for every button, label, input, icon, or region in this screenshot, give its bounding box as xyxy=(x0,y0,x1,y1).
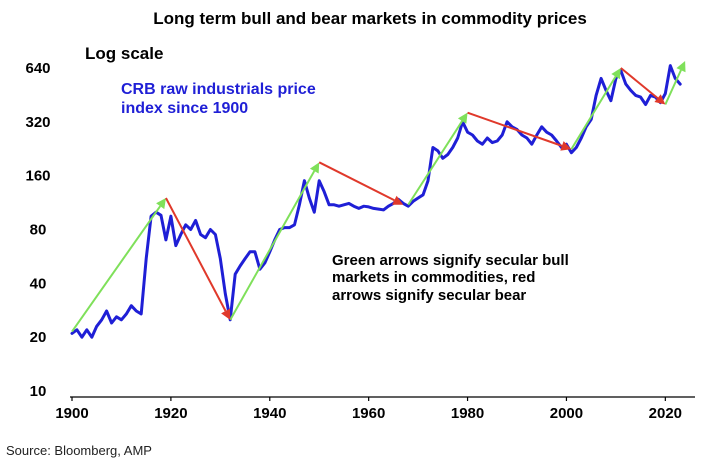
bear-arrow xyxy=(318,161,404,205)
y-tick-label: 10 xyxy=(30,383,47,400)
chart-title: Long term bull and bear markets in commo… xyxy=(153,9,587,28)
annotation-line-3: arrows signify secular bear xyxy=(332,287,526,304)
y-axis: 10 20 40 80 160 320 640 xyxy=(25,60,50,400)
series-label-line-1: CRB raw industrials price xyxy=(121,81,316,98)
bull-arrow xyxy=(664,61,686,105)
x-tick-label: 1960 xyxy=(352,405,385,422)
source-note: Source: Bloomberg, AMP xyxy=(6,443,152,458)
log-scale-label: Log scale xyxy=(85,44,163,63)
y-tick-label: 640 xyxy=(25,60,50,77)
y-tick-label: 160 xyxy=(25,168,50,185)
y-tick-label: 80 xyxy=(30,222,47,239)
y-tick-label: 20 xyxy=(30,329,47,346)
x-tick-label: 2020 xyxy=(649,405,682,422)
bull-arrow xyxy=(71,198,166,333)
y-tick-label: 40 xyxy=(30,275,47,292)
x-tick-label: 1980 xyxy=(451,405,484,422)
bear-arrow xyxy=(467,111,572,151)
x-axis: 1900 1920 1940 1960 1980 2000 2020 xyxy=(55,397,682,422)
series-label-line-2: index since 1900 xyxy=(121,100,248,117)
arrow-layer xyxy=(71,61,686,333)
bear-arrow xyxy=(165,197,231,320)
bull-arrow xyxy=(229,162,320,321)
annotation-line-2: markets in commodities, red xyxy=(332,269,535,286)
series-line xyxy=(70,64,682,339)
y-tick-label: 320 xyxy=(25,114,50,131)
x-tick-label: 2000 xyxy=(550,405,583,422)
annotation-line-1: Green arrows signify secular bull xyxy=(332,252,569,269)
series-layer xyxy=(70,64,682,339)
x-tick-label: 1920 xyxy=(154,405,187,422)
bull-arrow xyxy=(570,68,621,150)
x-tick-label: 1940 xyxy=(253,405,286,422)
x-tick-label: 1900 xyxy=(55,405,88,422)
bear-arrow xyxy=(620,67,666,105)
bull-arrow xyxy=(407,112,468,206)
